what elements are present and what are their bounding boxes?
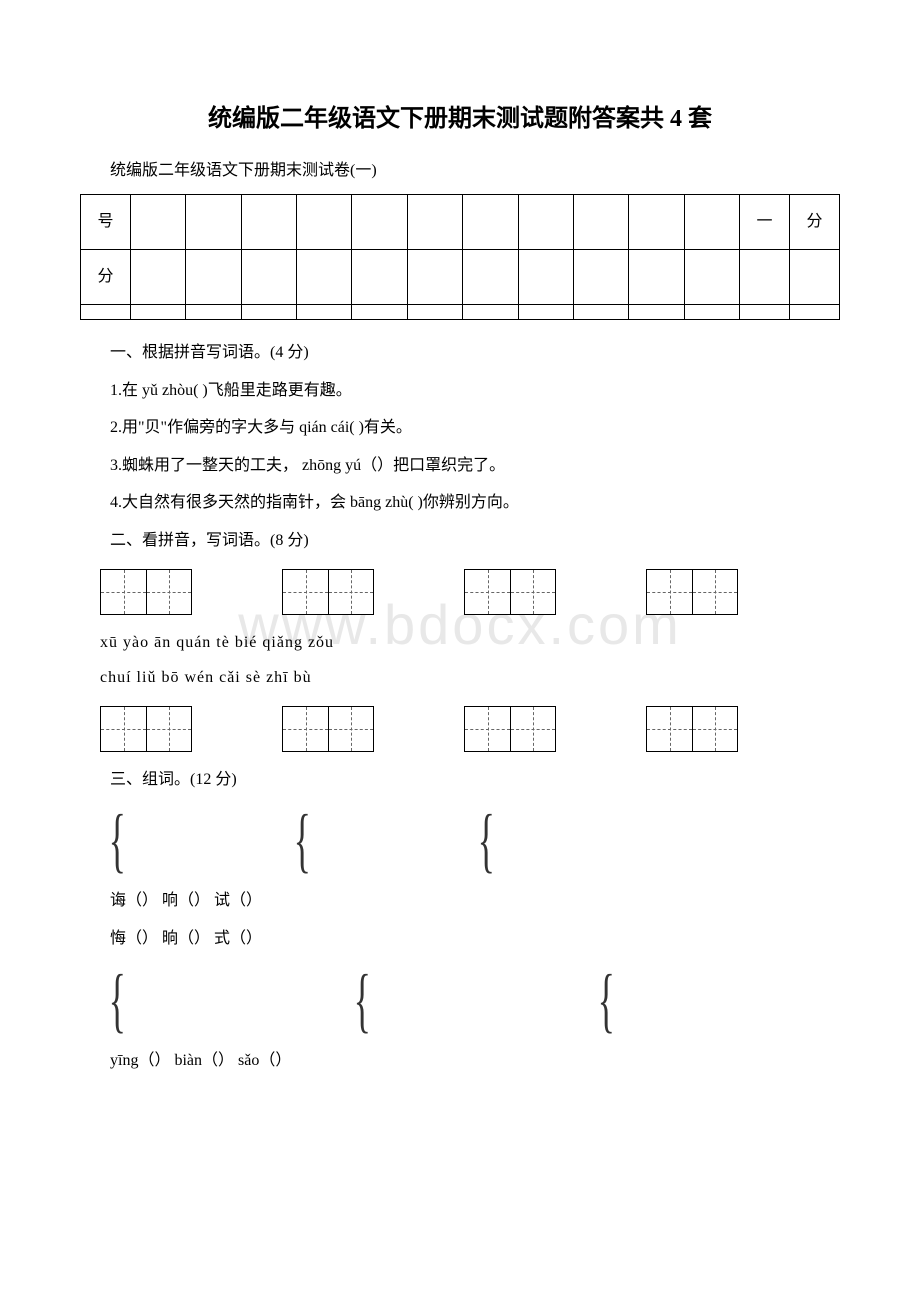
table-row: 分 [81, 249, 840, 304]
cell-empty [629, 249, 684, 304]
cell-empty [573, 194, 628, 249]
brace-icon: { [353, 964, 370, 1036]
char-box-pair [646, 569, 738, 615]
char-box [282, 569, 328, 615]
cell-empty [297, 304, 352, 319]
char-box-pair [100, 706, 192, 752]
brace-row: { { { [80, 964, 840, 1036]
cell-empty [241, 194, 296, 249]
char-box [146, 706, 192, 752]
word-pairs: 诲（） 响（） 试（） [80, 888, 840, 914]
question-item: 1.在 yǔ zhòu( )飞船里走路更有趣。 [80, 378, 840, 404]
cell-empty [518, 304, 573, 319]
char-box [464, 569, 510, 615]
cell-empty [684, 249, 739, 304]
char-box [328, 569, 374, 615]
score-table: 号 一 分 分 [80, 194, 840, 320]
cell-empty [629, 304, 684, 319]
char-box-pair [282, 569, 374, 615]
cell-empty [186, 249, 241, 304]
cell-empty [352, 304, 407, 319]
cell-empty [463, 249, 518, 304]
cell-empty [740, 304, 790, 319]
cell-empty [241, 249, 296, 304]
char-box [100, 569, 146, 615]
char-box [692, 569, 738, 615]
brace-icon: { [109, 804, 126, 876]
section1-heading: 一、根据拼音写词语。(4 分) [80, 340, 840, 366]
cell-empty [186, 194, 241, 249]
brace-icon: { [598, 964, 615, 1036]
cell-empty [352, 194, 407, 249]
section2-heading: 二、看拼音，写词语。(8 分) [80, 528, 840, 554]
char-box [646, 706, 692, 752]
cell-empty [352, 249, 407, 304]
cell-empty [186, 304, 241, 319]
cell-empty [684, 194, 739, 249]
cell-empty [407, 249, 462, 304]
brace-icon: { [109, 964, 126, 1036]
cell-empty [518, 194, 573, 249]
cell-empty [790, 249, 840, 304]
section3-heading: 三、组词。(12 分) [80, 767, 840, 793]
char-box-pair [646, 706, 738, 752]
cell-empty [131, 194, 186, 249]
cell-empty [518, 249, 573, 304]
cell-empty [684, 304, 739, 319]
cell-empty [573, 249, 628, 304]
cell-empty [407, 304, 462, 319]
cell-empty [463, 304, 518, 319]
cell-empty [407, 194, 462, 249]
pinyin-line: xū yào ān quán tè bié qiǎng zǒu [80, 630, 840, 656]
cell-empty [629, 194, 684, 249]
cell-empty [573, 304, 628, 319]
char-box-pair [282, 706, 374, 752]
cell-empty [131, 304, 186, 319]
char-box [646, 569, 692, 615]
cell-label: 分 [790, 194, 840, 249]
cell-empty [297, 249, 352, 304]
char-box-row [80, 569, 840, 615]
cell-label: 一 [740, 194, 790, 249]
question-item: 3.蜘蛛用了一整天的工夫， zhōng yú（）把口罩织完了。 [80, 453, 840, 479]
brace-row: { { { [80, 804, 840, 876]
brace-icon: { [478, 804, 495, 876]
cell-empty [790, 304, 840, 319]
cell-empty [297, 194, 352, 249]
brace-icon: { [293, 804, 310, 876]
char-box-pair [464, 569, 556, 615]
cell-empty [81, 304, 131, 319]
char-box [692, 706, 738, 752]
pinyin-words: yīng（） biàn（） sǎo（） [80, 1048, 840, 1074]
table-row [81, 304, 840, 319]
char-box-pair [464, 706, 556, 752]
pinyin-line: chuí liǔ bō wén cǎi sè zhī bù [80, 665, 840, 691]
cell-empty [463, 194, 518, 249]
cell-empty [740, 249, 790, 304]
cell-empty [131, 249, 186, 304]
char-box [510, 569, 556, 615]
question-item: 2.用"贝"作偏旁的字大多与 qián cái( )有关。 [80, 415, 840, 441]
char-box [282, 706, 328, 752]
char-box [510, 706, 556, 752]
cell-label: 分 [81, 249, 131, 304]
cell-label: 号 [81, 194, 131, 249]
char-box-row [80, 706, 840, 752]
char-box-pair [100, 569, 192, 615]
page-title: 统编版二年级语文下册期末测试题附答案共 4 套 [80, 100, 840, 138]
subtitle: 统编版二年级语文下册期末测试卷(一) [80, 158, 840, 184]
char-box [146, 569, 192, 615]
char-box [100, 706, 146, 752]
question-item: 4.大自然有很多天然的指南针，会 bāng zhù( )你辨别方向。 [80, 490, 840, 516]
char-box [464, 706, 510, 752]
char-box [328, 706, 374, 752]
cell-empty [241, 304, 296, 319]
table-row: 号 一 分 [81, 194, 840, 249]
word-pairs: 悔（） 晌（） 式（） [80, 926, 840, 952]
